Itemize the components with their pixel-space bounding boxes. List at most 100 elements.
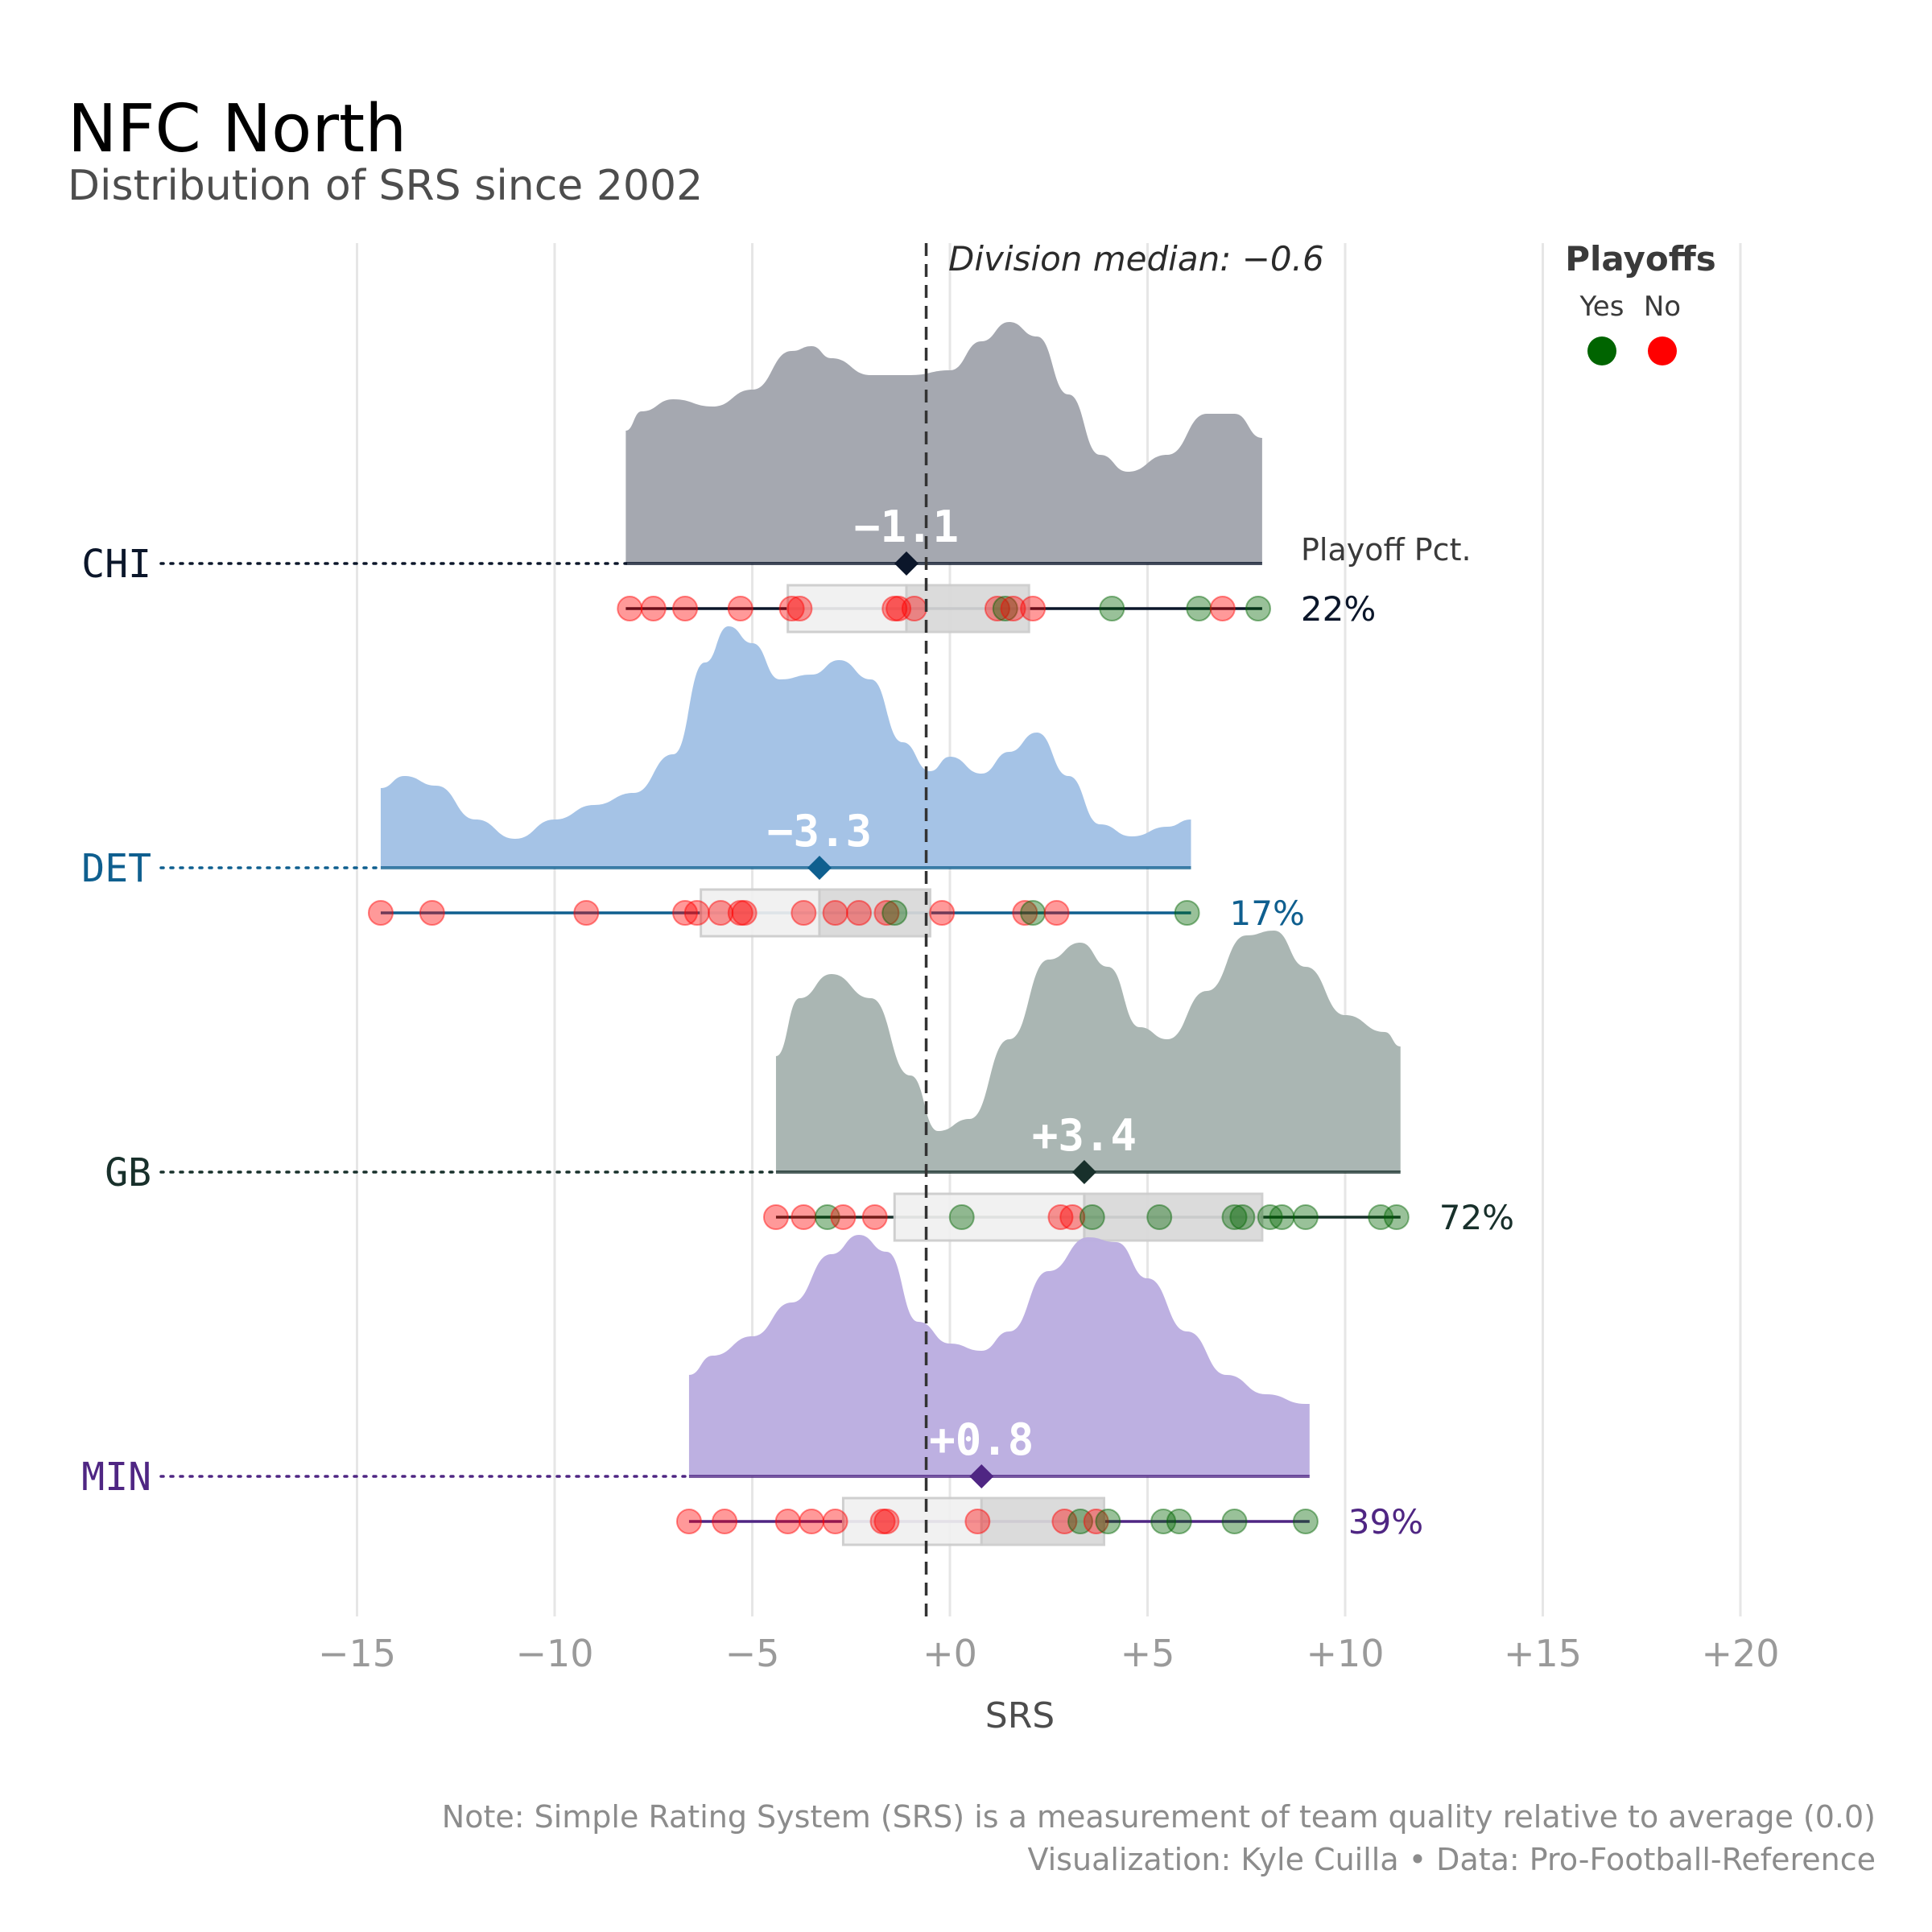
season-point-no-playoffs [881,596,908,621]
playoff-pct: 17% [1230,894,1305,933]
season-point-no-playoffs [873,1509,900,1534]
season-point-playoffs [1245,596,1271,621]
season-point-no-playoffs [672,596,699,621]
box-upper-half [1083,1192,1264,1242]
team-median-marker [807,856,832,880]
x-tick-label: +20 [1701,1632,1779,1675]
season-point-playoffs [1229,1204,1256,1230]
season-point-playoffs [992,596,1018,621]
team-label: GB [105,1150,151,1195]
season-point-no-playoffs [799,1509,825,1534]
box-lower-half [786,584,908,634]
season-point-no-playoffs [861,1204,888,1230]
season-point-no-playoffs [778,596,805,621]
season-point-playoffs [814,1204,840,1230]
season-point-playoffs [881,900,908,926]
x-tick-label: −5 [725,1632,780,1675]
legend-yes-label: Yes [1579,291,1624,323]
ridge-min: MIN +0.8 39% [81,1235,1423,1546]
legend: Playoffs Yes No [1565,239,1716,365]
season-point-no-playoffs [869,1509,896,1534]
season-point-no-playoffs [786,596,813,621]
season-point-playoffs [948,1204,975,1230]
legend-no-label: No [1644,291,1681,323]
division-median-label: Division median: −0.6 [948,239,1324,279]
season-point-no-playoffs [617,596,643,621]
x-tick-label: +5 [1121,1632,1175,1675]
playoff-pct: 22% [1301,589,1376,629]
season-point-no-playoffs [1043,900,1070,926]
season-point-playoffs [1099,596,1125,621]
season-point-playoffs [1292,1204,1319,1230]
season-point-playoffs [1095,1509,1121,1534]
season-point-no-playoffs [886,596,912,621]
team-ridges: CHI −1.1 22% DET −3.3 17% GB +3.4 72% MIN +0.8 39% [81,322,1514,1546]
season-point-no-playoffs [774,1509,801,1534]
season-point-no-playoffs [731,900,758,926]
box-lower-half [841,1496,983,1546]
season-point-no-playoffs [791,900,817,926]
season-point-no-playoffs [672,900,699,926]
season-point-playoffs [1269,1204,1295,1230]
ridge-chi: CHI −1.1 22% [81,322,1376,634]
season-point-playoffs [1174,900,1200,926]
season-point-playoffs [1221,1204,1248,1230]
box-upper-half [980,1496,1105,1546]
x-axis-ticks: −15 −10 −5 +0 +5 +10 +15 +20 [318,1632,1780,1675]
density-ridge [380,626,1191,868]
season-point-no-playoffs [929,900,956,926]
season-point-playoffs [1383,1204,1410,1230]
chart-title: NFC North [68,91,407,167]
team-median-marker [894,551,919,576]
density-ridge [688,1235,1310,1476]
season-point-no-playoffs [419,900,445,926]
x-tick-label: +15 [1504,1632,1582,1675]
season-point-no-playoffs [762,1204,789,1230]
season-point-no-playoffs [791,1204,817,1230]
legend-title: Playoffs [1565,239,1715,279]
season-point-no-playoffs [1000,596,1026,621]
season-point-no-playoffs [1020,596,1046,621]
team-median-label: +3.4 [1032,1110,1137,1161]
box-lower-half [700,888,821,938]
season-point-no-playoffs [1083,1509,1109,1534]
playoff-pct-header: Playoff Pct. [1301,532,1472,568]
season-point-no-playoffs [1012,900,1038,926]
legend-yes-dot [1587,336,1616,365]
season-point-playoffs [1257,1204,1283,1230]
season-point-playoffs [1221,1509,1248,1534]
x-axis-title: SRS [985,1695,1055,1736]
team-label: MIN [81,1455,151,1500]
season-point-no-playoffs [640,596,667,621]
season-point-playoffs [1186,596,1212,621]
density-ridge [775,931,1401,1172]
team-median-label: +0.8 [929,1414,1034,1465]
caption-credits: Visualization: Kyle Cuilla • Data: Pro-F… [1027,1842,1876,1877]
season-point-no-playoffs [727,596,753,621]
season-point-no-playoffs [873,900,900,926]
team-median-label: −1.1 [854,502,959,552]
season-point-playoffs [1067,1509,1094,1534]
team-label: CHI [81,542,151,587]
season-point-no-playoffs [367,900,394,926]
season-point-no-playoffs [708,900,734,926]
chart-subtitle: Distribution of SRS since 2002 [68,162,703,210]
season-point-no-playoffs [1047,1204,1074,1230]
density-ridge [625,322,1262,564]
playoff-pct: 39% [1348,1502,1423,1542]
season-point-no-playoffs [1209,596,1236,621]
season-point-playoffs [1150,1509,1177,1534]
season-point-no-playoffs [573,900,600,926]
season-point-no-playoffs [683,900,710,926]
season-point-playoffs [1368,1204,1394,1230]
legend-no-dot [1648,336,1677,365]
team-median-marker [969,1464,994,1488]
team-median-marker [1071,1160,1096,1184]
x-tick-label: +0 [923,1632,977,1675]
season-point-no-playoffs [901,596,927,621]
season-point-playoffs [1146,1204,1173,1230]
season-point-playoffs [1292,1509,1319,1534]
season-point-playoffs [1020,900,1046,926]
x-tick-label: +10 [1306,1632,1384,1675]
